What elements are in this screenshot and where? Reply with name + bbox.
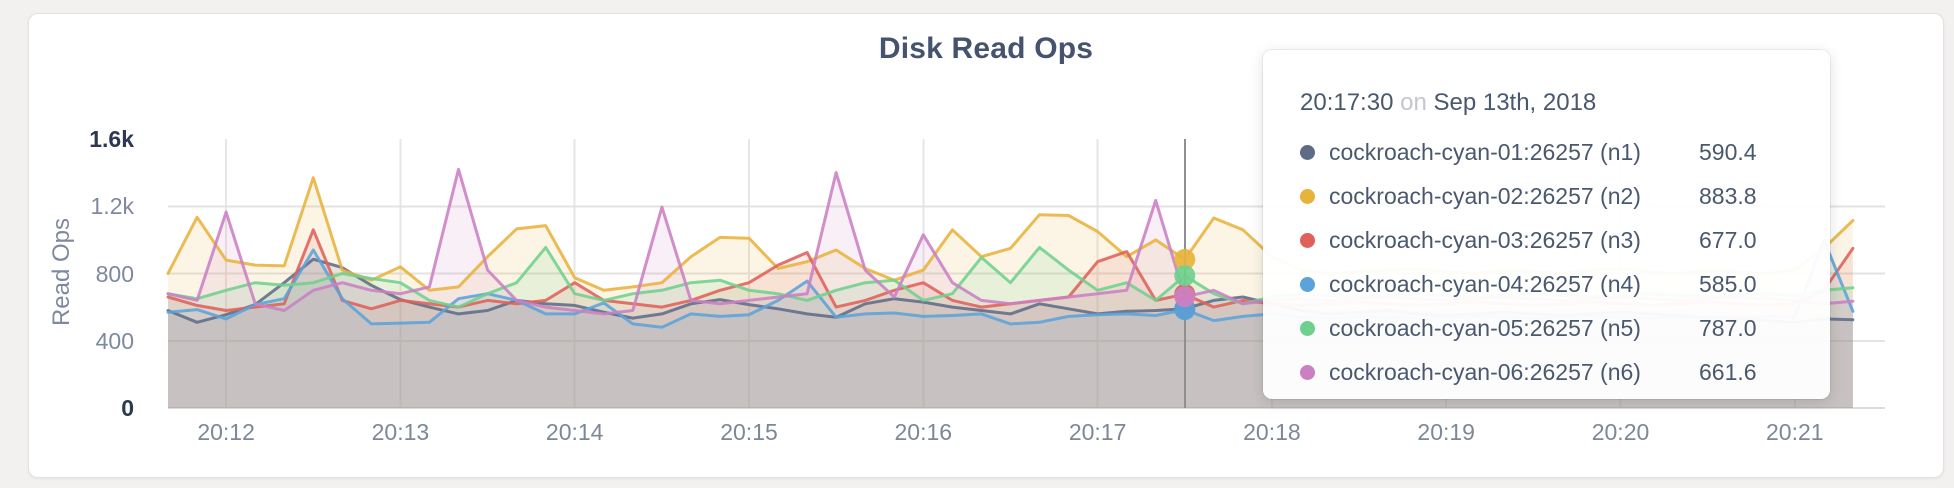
tooltip-date: Sep 13th, 2018 bbox=[1433, 89, 1597, 116]
tooltip-rows: cockroach-cyan-01:26257 (n1) 590.4 cockr… bbox=[1300, 130, 1806, 394]
x-tick-label: 20:20 bbox=[1591, 419, 1650, 445]
series-color-dot-icon bbox=[1300, 232, 1315, 248]
series-value: 787.0 bbox=[1699, 314, 1757, 341]
series-color-dot-icon bbox=[1300, 276, 1315, 292]
x-tick-label: 20:18 bbox=[1243, 419, 1301, 445]
tooltip-row: cockroach-cyan-02:26257 (n2) 883.8 bbox=[1300, 174, 1806, 218]
hover-point-n2 bbox=[1174, 248, 1196, 270]
series-color-dot-icon bbox=[1300, 188, 1315, 204]
series-label: cockroach-cyan-02:26257 (n2) bbox=[1329, 182, 1641, 209]
series-color-dot-icon bbox=[1300, 364, 1315, 380]
series-color-dot-icon bbox=[1300, 144, 1315, 160]
tooltip-row: cockroach-cyan-06:26257 (n6) 661.6 bbox=[1300, 350, 1806, 394]
x-tick-label: 20:16 bbox=[894, 419, 953, 445]
hover-point-n6 bbox=[1174, 286, 1196, 308]
tooltip-row: cockroach-cyan-03:26257 (n3) 677.0 bbox=[1300, 218, 1806, 262]
x-tick-label: 20:14 bbox=[545, 419, 604, 445]
x-tick-label: 20:15 bbox=[720, 419, 778, 445]
y-tick-label: 1.6k bbox=[89, 126, 134, 152]
tooltip-row: cockroach-cyan-01:26257 (n1) 590.4 bbox=[1300, 130, 1806, 174]
series-value: 661.6 bbox=[1699, 358, 1757, 385]
y-tick-label: 800 bbox=[95, 260, 134, 287]
x-tick-label: 20:17 bbox=[1068, 419, 1127, 445]
tooltip-row: cockroach-cyan-05:26257 (n5) 787.0 bbox=[1300, 306, 1806, 350]
y-tick-label: 0 bbox=[121, 395, 134, 421]
x-tick-label: 20:21 bbox=[1766, 419, 1824, 445]
series-value: 590.4 bbox=[1699, 138, 1757, 165]
tooltip-header: 20:17:30 on Sep 13th, 2018 bbox=[1300, 88, 1806, 122]
series-value: 677.0 bbox=[1699, 226, 1757, 253]
chart-title: Disk Read Ops bbox=[878, 32, 1094, 65]
series-label: cockroach-cyan-03:26257 (n3) bbox=[1329, 226, 1641, 253]
series-label: cockroach-cyan-06:26257 (n6) bbox=[1329, 358, 1641, 385]
tooltip-row: cockroach-cyan-04:26257 (n4) 585.0 bbox=[1300, 262, 1806, 306]
hover-point-n5 bbox=[1174, 265, 1196, 287]
x-tick-label: 20:19 bbox=[1417, 419, 1475, 445]
series-value: 585.0 bbox=[1699, 270, 1757, 297]
tooltip-time: 20:17:30 bbox=[1300, 89, 1394, 116]
hover-tooltip: 20:17:30 on Sep 13th, 2018 cockroach-cya… bbox=[1263, 50, 1830, 399]
y-tick-label: 1.2k bbox=[90, 193, 134, 220]
tooltip-on-word: on bbox=[1400, 89, 1427, 116]
x-tick-label: 20:12 bbox=[197, 419, 255, 445]
series-value: 883.8 bbox=[1699, 182, 1757, 209]
y-tick-label: 400 bbox=[95, 327, 134, 354]
x-tick-label: 20:13 bbox=[371, 419, 430, 445]
series-label: cockroach-cyan-01:26257 (n1) bbox=[1329, 138, 1641, 165]
series-color-dot-icon bbox=[1300, 320, 1315, 336]
series-label: cockroach-cyan-05:26257 (n5) bbox=[1329, 314, 1641, 341]
series-label: cockroach-cyan-04:26257 (n4) bbox=[1329, 270, 1641, 297]
